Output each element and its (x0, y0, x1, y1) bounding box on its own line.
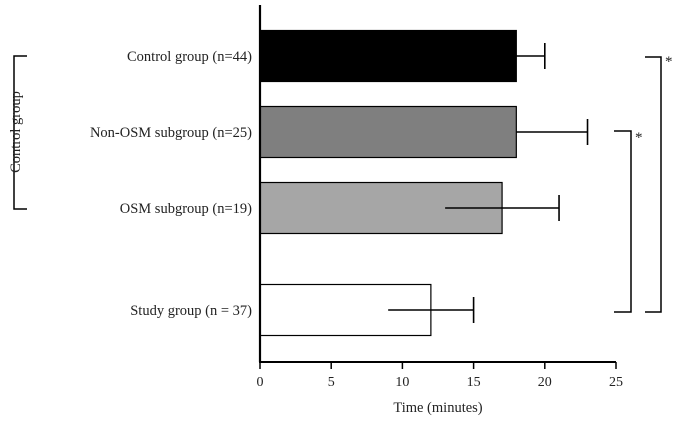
significance-label-inner: * (635, 130, 643, 146)
significance-bracket-inner (614, 130, 632, 313)
category-labels: Control group (n=44) Non-OSM subgroup (n=… (90, 49, 252, 319)
control-group-bracket-line (13, 55, 27, 210)
x-axis (258, 5, 616, 363)
x-axis-title: Time (minutes) (393, 400, 482, 416)
category-label-0: Control group (n=44) (127, 49, 252, 65)
error-bars (388, 43, 589, 323)
significance-bracket-outer (645, 56, 662, 313)
control-group-bracket-label: Control group (8, 91, 24, 173)
bar-1 (259, 105, 517, 159)
x-tick-label-10: 10 (395, 375, 409, 390)
significance-brackets: * * (614, 54, 673, 313)
bar-0 (259, 29, 517, 83)
significance-label-outer: * (665, 54, 673, 70)
category-label-1: Non-OSM subgroup (n=25) (90, 125, 252, 141)
x-tick-label-15: 15 (467, 375, 481, 390)
x-tick-label-0: 0 (257, 375, 264, 390)
bars (259, 29, 517, 337)
x-tick-label-5: 5 (328, 375, 335, 390)
category-label-3: Study group (n = 37) (130, 303, 252, 319)
x-ticks: 0 5 10 15 20 25 (257, 362, 623, 390)
x-tick-label-25: 25 (609, 375, 623, 390)
category-label-2: OSM subgroup (n=19) (120, 201, 252, 217)
control-group-bracket: Control group (8, 55, 27, 210)
x-tick-label-20: 20 (538, 375, 552, 390)
